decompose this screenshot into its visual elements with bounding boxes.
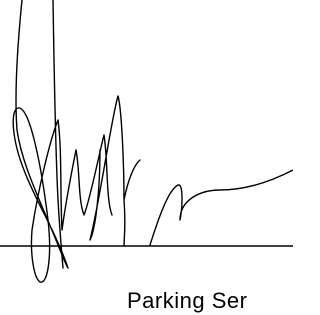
caption: Parking Ser	[127, 288, 247, 313]
document: Parking Ser	[0, 0, 293, 315]
page: Parking Ser (() => { const data = JSON.p…	[0, 0, 293, 315]
background	[0, 0, 293, 315]
